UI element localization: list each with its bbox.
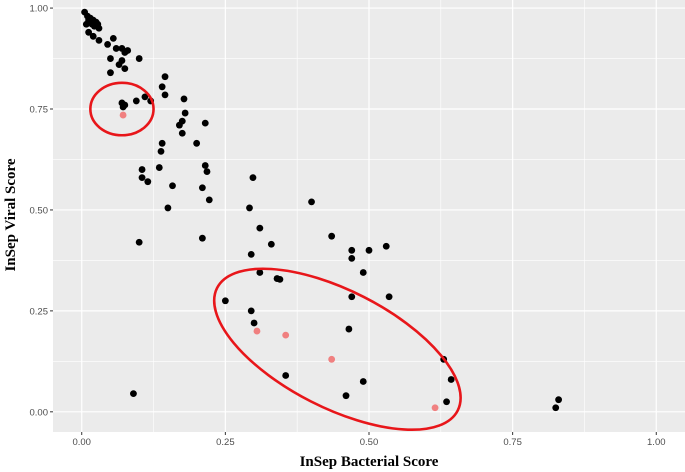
data-point <box>359 269 367 276</box>
data-point <box>342 392 350 400</box>
data-point <box>158 83 166 91</box>
data-point <box>144 178 152 186</box>
data-point <box>253 327 261 335</box>
data-point <box>555 396 562 404</box>
data-point <box>95 36 103 44</box>
major-gridlines <box>53 0 685 432</box>
data-point <box>119 111 127 119</box>
data-point <box>176 121 183 129</box>
y-axis-title: InSep Viral Score <box>3 158 19 271</box>
x-tick-label: 1.00 <box>647 437 666 448</box>
data-point <box>431 404 439 412</box>
data-point <box>89 32 97 40</box>
data-point <box>221 297 229 305</box>
data-point <box>276 275 284 283</box>
x-axis-title: InSep Bacterial Score <box>300 454 439 470</box>
data-point <box>382 242 390 250</box>
data-point <box>180 95 188 103</box>
data-point <box>348 293 356 301</box>
data-point <box>328 355 336 363</box>
data-point <box>250 319 258 327</box>
data-point <box>203 168 211 175</box>
data-point <box>348 246 356 254</box>
data-point <box>282 331 290 339</box>
data-point <box>135 238 143 246</box>
data-point <box>164 204 172 212</box>
data-point <box>246 204 253 212</box>
y-tick-label: 1.00 <box>30 4 49 15</box>
y-tick-label: 0.00 <box>30 407 49 418</box>
annotation-ellipses <box>89 81 462 432</box>
x-tick-label: 0.50 <box>360 437 379 448</box>
y-axis-ticks: 0.00 0.25 0.50 0.75 1.00 <box>30 4 53 418</box>
data-point <box>247 250 255 258</box>
data-point <box>181 109 189 117</box>
data-point <box>138 174 146 182</box>
data-point <box>161 91 169 99</box>
data-point <box>447 376 455 383</box>
data-point <box>256 224 264 232</box>
data-point <box>155 164 163 171</box>
data-point <box>161 73 169 81</box>
data-point <box>104 41 111 48</box>
x-axis-ticks: 0.00 0.25 0.50 0.75 1.00 <box>72 432 666 448</box>
data-point <box>141 93 149 101</box>
data-point <box>130 390 137 398</box>
data-point <box>85 28 93 36</box>
y-tick-label: 0.75 <box>30 105 49 116</box>
data-point <box>282 372 290 379</box>
x-tick-label: 0.75 <box>503 437 522 448</box>
data-point <box>256 269 264 276</box>
data-point <box>95 24 103 32</box>
data-point <box>124 47 132 54</box>
data-point <box>348 254 356 262</box>
data-point <box>345 325 353 333</box>
data-point <box>328 232 336 240</box>
data-point <box>365 246 373 254</box>
data-point <box>178 129 186 137</box>
data-point <box>169 182 176 190</box>
x-tick-label: 0.00 <box>72 437 91 448</box>
data-point <box>198 234 206 242</box>
highlight-ellipse <box>212 267 462 432</box>
data-point <box>138 166 146 173</box>
data-point <box>121 65 129 73</box>
data-point <box>385 293 393 301</box>
data-point <box>247 307 255 315</box>
data-point <box>135 55 143 62</box>
data-point <box>157 148 165 155</box>
data-point <box>198 184 206 192</box>
data-point <box>359 378 367 385</box>
data-point <box>112 45 120 52</box>
data-point <box>107 69 114 77</box>
x-tick-label: 0.25 <box>216 437 235 448</box>
data-point <box>82 20 90 28</box>
data-point <box>201 119 209 127</box>
data-point <box>205 196 213 204</box>
data-point <box>107 55 114 62</box>
data-point <box>249 174 257 182</box>
highlight-ellipse <box>89 81 155 137</box>
data-point <box>119 103 127 111</box>
data-point <box>118 57 126 64</box>
data-point <box>158 139 166 147</box>
data-point <box>308 198 315 206</box>
data-points <box>81 8 562 412</box>
data-point <box>132 97 140 105</box>
data-point <box>443 398 450 406</box>
data-point <box>193 139 201 147</box>
data-point <box>267 240 275 248</box>
data-point <box>201 162 209 169</box>
data-point <box>109 34 117 42</box>
y-tick-label: 0.50 <box>30 205 49 216</box>
data-point <box>552 404 560 412</box>
y-tick-label: 0.25 <box>30 306 49 317</box>
